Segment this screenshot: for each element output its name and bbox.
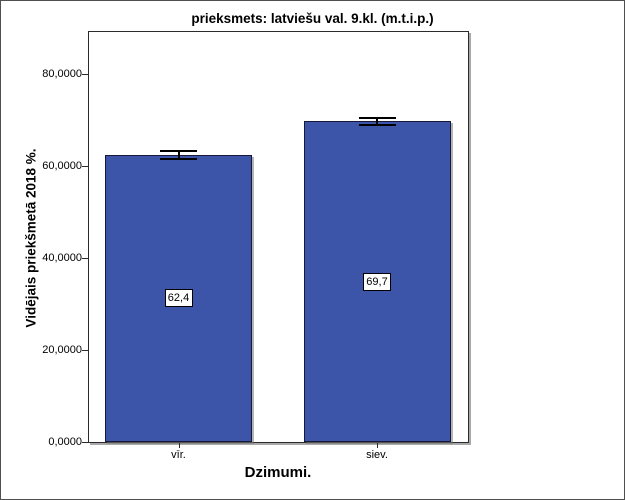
x-tick-mark bbox=[178, 443, 180, 448]
y-tick-mark bbox=[82, 350, 88, 351]
y-tick-label: 40,0000 bbox=[42, 251, 82, 264]
bar-value-label: 62,4 bbox=[164, 289, 193, 308]
error-bar-top-cap bbox=[160, 150, 197, 153]
x-axis-label: Dzimumi. bbox=[244, 464, 312, 481]
error-bar-line bbox=[376, 117, 378, 125]
error-bar-top-cap bbox=[358, 116, 396, 119]
y-tick-label: 20,0000 bbox=[42, 343, 82, 356]
y-tick-label: 60,0000 bbox=[42, 159, 82, 172]
x-tick-mark bbox=[377, 443, 378, 448]
y-tick-mark bbox=[82, 442, 88, 443]
y-axis-label: Vidējais priekšmetā 2018 %. bbox=[23, 148, 39, 328]
x-tick-label: vīr. bbox=[171, 449, 186, 461]
y-tick-mark bbox=[82, 166, 88, 167]
y-tick-mark bbox=[82, 74, 88, 75]
y-tick-label: 0,0000 bbox=[48, 435, 82, 448]
y-tick-mark bbox=[82, 258, 88, 259]
error-bar-bottom-cap bbox=[358, 123, 396, 126]
x-tick-label: siev. bbox=[366, 449, 388, 461]
error-bar-bottom-cap bbox=[160, 157, 197, 160]
bar-siev. bbox=[303, 121, 451, 442]
bar-value-label: 69,7 bbox=[363, 272, 391, 291]
error-bar-line bbox=[177, 151, 180, 159]
chart-title: prieksmets: latviešu val. 9.kl. (m.t.i.p… bbox=[191, 11, 434, 26]
y-tick-label: 80,0000 bbox=[42, 67, 82, 80]
